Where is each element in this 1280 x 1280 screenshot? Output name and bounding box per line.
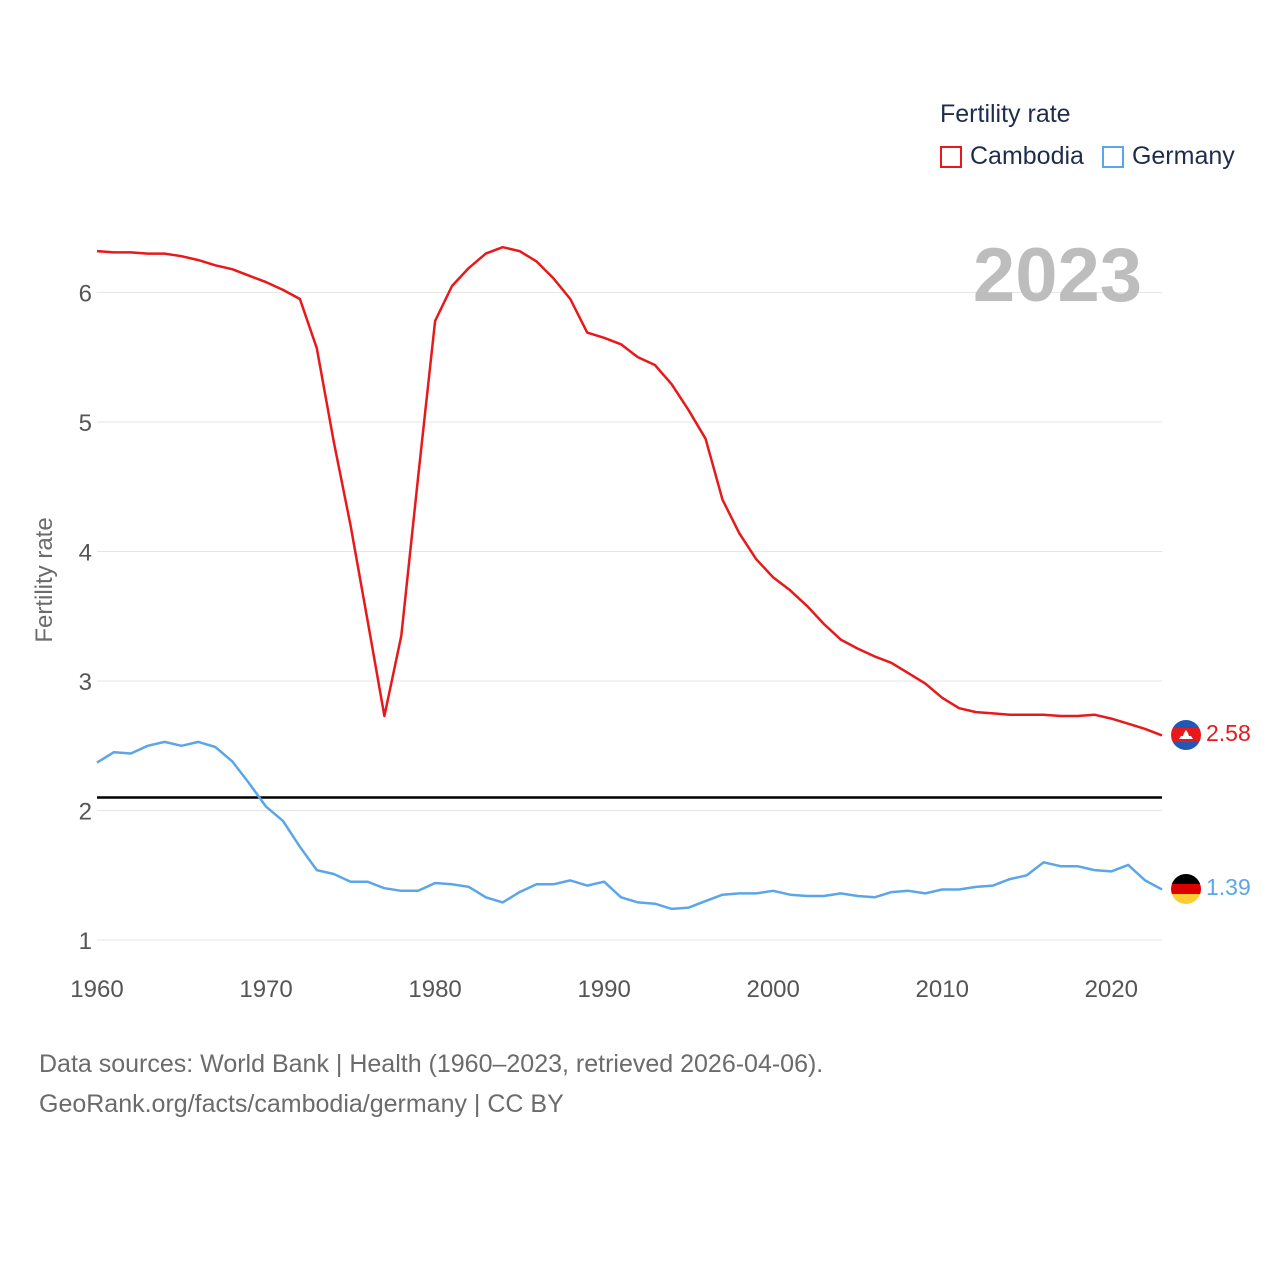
legend-label-germany: Germany (1131, 142, 1235, 170)
legend: Cambodia Germany (940, 142, 1253, 171)
germany-flag-icon (1171, 874, 1201, 904)
y-tick-label-1: 1 (79, 928, 92, 955)
y-tick-label-4: 4 (79, 540, 92, 567)
legend-item-germany[interactable]: Germany (1101, 142, 1235, 171)
x-tick-label-2010: 2010 (916, 976, 969, 1003)
source-line-1: Data sources: World Bank | Health (1960–… (39, 1050, 824, 1078)
x-tick-label-1970: 1970 (239, 976, 292, 1003)
series-line-germany (96, 740, 1163, 911)
y-tick-label-3: 3 (79, 669, 92, 696)
y-tick-label-6: 6 (79, 281, 92, 308)
cambodia-flag-icon (1171, 720, 1201, 750)
x-tick-label-1960: 1960 (70, 976, 123, 1003)
source-line-2[interactable]: GeoRank.org/facts/cambodia/germany | CC … (39, 1090, 564, 1118)
x-tick-label-1980: 1980 (408, 976, 461, 1003)
legend-item-cambodia[interactable]: Cambodia (940, 142, 1084, 171)
legend-label-cambodia: Cambodia (970, 142, 1084, 170)
x-tick-label-2000: 2000 (746, 976, 799, 1003)
legend-title: Fertility rate (940, 100, 1071, 128)
y-axis-label: Fertility rate (31, 517, 58, 642)
legend-swatch-cambodia (940, 145, 962, 168)
x-tick-label-2020: 2020 (1085, 976, 1138, 1003)
data-source-note: Data sources: World Bank | Health (1960–… (39, 1044, 823, 1124)
cambodia-end-value: 2.58 (1206, 720, 1251, 746)
germany-end-value: 1.39 (1206, 874, 1251, 900)
series-line-cambodia (96, 245, 1163, 737)
y-tick-label-5: 5 (79, 410, 92, 437)
legend-swatch-germany (1101, 145, 1124, 168)
y-tick-label-2: 2 (79, 799, 92, 826)
x-tick-label-1990: 1990 (577, 976, 630, 1003)
year-label: 2023 (972, 233, 1142, 318)
